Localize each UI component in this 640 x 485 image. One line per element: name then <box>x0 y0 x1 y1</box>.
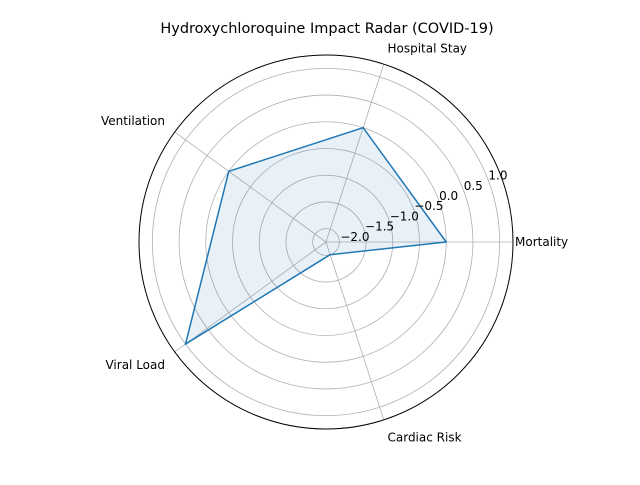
spoke-4 <box>325 241 385 420</box>
category-label-ventilation: Ventilation <box>101 114 165 128</box>
series-0-point-0 <box>445 241 448 243</box>
category-label-hospital-stay: Hospital Stay <box>387 42 467 56</box>
series-0-point-1 <box>362 126 364 129</box>
grid-layer <box>138 54 514 430</box>
radial-tick-label-3: −0.5 <box>414 199 443 213</box>
radial-tick-label-4: 0.0 <box>439 189 458 203</box>
series-0-area <box>185 127 447 345</box>
radial-tick-label-0: −2.0 <box>340 230 369 244</box>
series-0-point-4 <box>329 253 331 256</box>
radial-tick-label-1: −1.5 <box>365 220 394 234</box>
series-0-point-2 <box>227 170 230 173</box>
polar-spine <box>138 54 514 430</box>
spoke-3 <box>174 241 327 353</box>
radial-tick-label-2: −1.0 <box>390 209 419 223</box>
radial-tick-label-6: 1.0 <box>488 169 507 183</box>
series-layer <box>184 126 448 345</box>
series-0-point-3 <box>184 343 187 345</box>
spoke-2 <box>174 131 327 243</box>
category-label-viral-load: Viral Load <box>105 358 165 372</box>
chart-title: Hydroxychloroquine Impact Radar (COVID-1… <box>160 21 493 37</box>
series-0-line <box>184 126 447 345</box>
label-layer: Mortality Hospital Stay Ventilation Viral L… <box>101 42 568 445</box>
radial-tick-label-5: 0.5 <box>464 179 483 193</box>
spoke-1 <box>325 64 385 243</box>
category-label-mortality: Mortality <box>515 235 568 249</box>
category-label-cardiac-risk: Cardiac Risk <box>387 430 461 444</box>
